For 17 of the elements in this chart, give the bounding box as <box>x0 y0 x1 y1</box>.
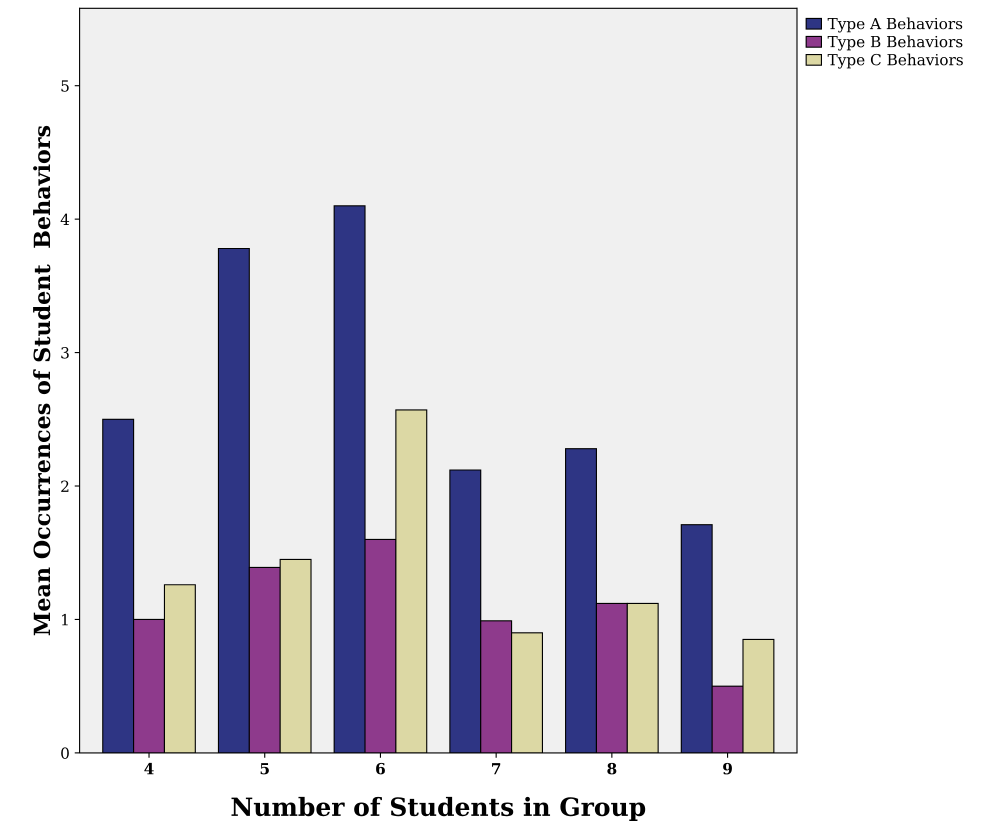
x-axis-title: Number of Students in Group <box>232 796 646 822</box>
y-tick-label: 5 <box>61 80 69 92</box>
y-tick-label: 2 <box>61 480 68 492</box>
legend-label: Type B Behaviors <box>828 36 962 51</box>
x-tick-label: 4 <box>144 762 154 774</box>
y-tick-label: 4 <box>60 214 70 225</box>
x-tick-label: 7 <box>492 763 500 774</box>
y-axis-title: Mean Occurrences of Student Behaviors <box>33 126 50 636</box>
legend-label: Type C Behaviors <box>828 54 963 69</box>
y-tick-label: 0 <box>61 747 69 759</box>
x-tick-label: 5 <box>260 763 269 774</box>
y-tick-label: 1 <box>62 614 68 626</box>
x-tick-label: 8 <box>607 762 616 774</box>
legend-label: Type A Behaviors <box>828 17 962 32</box>
x-tick-label: 9 <box>723 762 732 774</box>
x-tick-label: 6 <box>376 762 385 774</box>
y-tick-label: 3 <box>61 347 69 359</box>
